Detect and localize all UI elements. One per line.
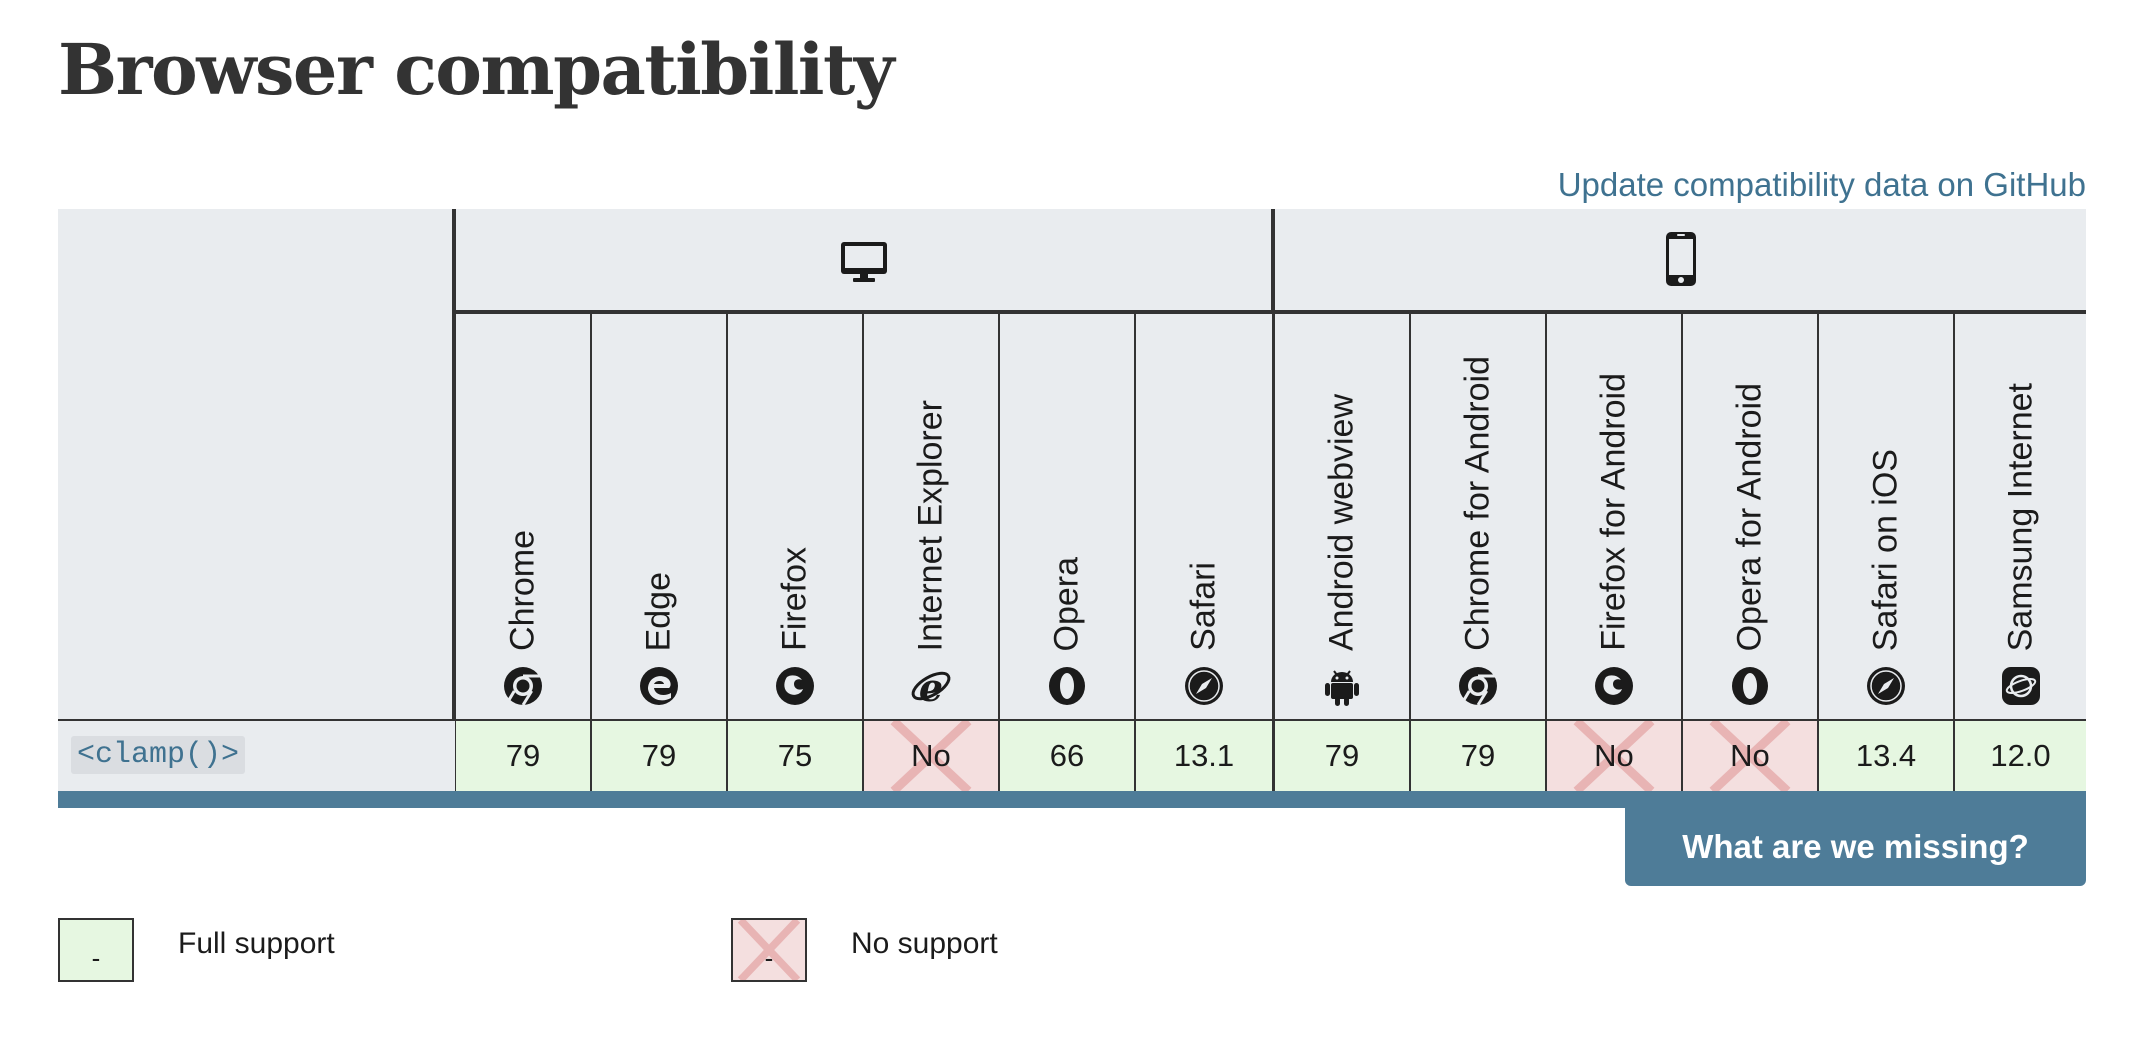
- browser-name: Android webview: [1322, 393, 1361, 651]
- browser-header-safari: Safari: [1136, 314, 1272, 719]
- internet-explorer-icon: e: [911, 665, 951, 707]
- firefox-icon: [1595, 667, 1633, 705]
- browser-header-internet-explorer: Internet Explorer e: [864, 314, 1000, 719]
- support-cell[interactable]: No: [1547, 721, 1683, 791]
- firefox-icon: [776, 667, 814, 705]
- browser-name: Safari on iOS: [1866, 448, 1905, 651]
- svg-text:e: e: [919, 665, 943, 707]
- support-version: 13.4: [1855, 738, 1917, 773]
- support-cell[interactable]: 79: [1275, 721, 1411, 791]
- feature-name[interactable]: <clamp()>: [71, 736, 246, 774]
- support-version: No: [911, 738, 951, 773]
- chrome-icon: [504, 667, 542, 706]
- browser-header-edge: Edge: [592, 314, 728, 719]
- browser-name: Opera: [1047, 556, 1086, 652]
- row-divider: [58, 719, 2086, 721]
- safari-icon: [1185, 667, 1223, 705]
- support-cell[interactable]: No: [1683, 721, 1819, 791]
- platform-header-mobile: [1275, 209, 2086, 314]
- browser-name: Chrome: [503, 530, 542, 651]
- legend-box-text: -: [764, 943, 774, 973]
- legend-swatch-full-support: -: [58, 918, 134, 982]
- support-version: 79: [1460, 738, 1496, 773]
- what-are-we-missing-button[interactable]: What are we missing?: [1625, 808, 2086, 886]
- feature-column-header: [58, 209, 455, 719]
- legend-label: No support: [851, 927, 998, 960]
- chrome-icon: [1459, 667, 1497, 706]
- opera-icon: [1732, 667, 1768, 705]
- update-compat-data-link[interactable]: Update compatibility data on GitHub: [1557, 166, 2086, 203]
- samsung-internet-icon: [2001, 667, 2040, 705]
- support-cell[interactable]: No: [864, 721, 1000, 791]
- opera-icon: [1049, 667, 1085, 705]
- edge-icon: [640, 667, 678, 705]
- support-version: 79: [505, 738, 541, 773]
- support-cell[interactable]: 79: [456, 721, 592, 791]
- browser-name: Safari: [1184, 562, 1223, 651]
- compat-table: Chrome Edge Firefox Internet Explorer e …: [58, 209, 2086, 886]
- no-support-x-icon: [1573, 721, 1655, 791]
- feature-row-header: <clamp()>: [58, 721, 455, 791]
- browser-header-firefox-android: Firefox for Android: [1547, 314, 1683, 719]
- support-version: 13.1: [1173, 738, 1235, 773]
- table-bottom-bar: [58, 791, 2086, 808]
- desktop-icon: [840, 242, 887, 282]
- support-version: 75: [777, 738, 813, 773]
- mobile-icon: [1665, 232, 1696, 286]
- browser-name: Internet Explorer: [911, 399, 950, 651]
- safari-icon: [1867, 667, 1905, 705]
- page-title: Browser compatibility: [58, 28, 895, 111]
- android-icon: [1325, 670, 1359, 706]
- support-version: 12.0: [1990, 738, 2051, 773]
- browser-header-chrome-android: Chrome for Android: [1411, 314, 1547, 719]
- no-support-x-icon: [890, 721, 972, 791]
- browser-name: Chrome for Android: [1458, 356, 1497, 651]
- browser-name: Firefox: [775, 547, 814, 651]
- support-cell[interactable]: 66: [1000, 721, 1136, 791]
- browser-name: Samsung Internet: [2001, 382, 2039, 651]
- support-version: 79: [1324, 738, 1360, 773]
- platform-header-desktop: [455, 209, 1272, 314]
- support-version: 66: [1049, 738, 1085, 773]
- support-cell[interactable]: 75: [728, 721, 864, 791]
- browser-header-samsung-internet: Samsung Internet: [1955, 314, 2086, 719]
- legend-swatch-no-support: -: [731, 918, 807, 982]
- table-divider: [452, 209, 456, 791]
- table-divider: [1271, 209, 1275, 791]
- browser-header-opera-android: Opera for Android: [1683, 314, 1819, 719]
- browser-header-opera: Opera: [1000, 314, 1136, 719]
- support-cell[interactable]: 79: [1411, 721, 1547, 791]
- browser-name: Edge: [639, 571, 678, 651]
- browser-header-chrome: Chrome: [456, 314, 592, 719]
- support-cell[interactable]: 12.0: [1955, 721, 2086, 791]
- browser-header-firefox: Firefox: [728, 314, 864, 719]
- support-version: No: [1730, 738, 1770, 773]
- support-cell[interactable]: 79: [592, 721, 728, 791]
- support-version: No: [1594, 738, 1634, 773]
- legend-label: Full support: [178, 927, 335, 960]
- support-cell[interactable]: 13.1: [1136, 721, 1272, 791]
- browser-name: Firefox for Android: [1594, 373, 1633, 651]
- legend-box-text: -: [91, 943, 101, 973]
- browser-header-safari-ios: Safari on iOS: [1819, 314, 1955, 719]
- support-cell[interactable]: 13.4: [1819, 721, 1955, 791]
- browser-name: Opera for Android: [1730, 382, 1769, 651]
- no-support-x-icon: [737, 920, 801, 980]
- no-support-x-icon: [1709, 721, 1791, 791]
- browser-header-android-webview: Android webview: [1275, 314, 1411, 719]
- support-version: 79: [641, 738, 677, 773]
